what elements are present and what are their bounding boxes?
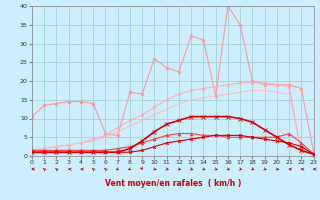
X-axis label: Vent moyen/en rafales  ( km/h ): Vent moyen/en rafales ( km/h ) (105, 179, 241, 188)
